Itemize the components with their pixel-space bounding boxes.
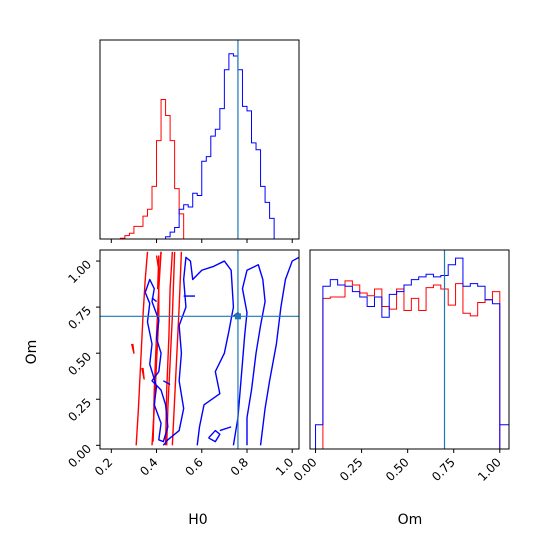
contour-1-4 [208, 429, 221, 443]
contour-1-5 [219, 426, 232, 432]
h0-histogram-series [119, 53, 279, 240]
joint-ytick-label-1: 0.25 [65, 395, 94, 424]
contour-0-2 [135, 251, 149, 446]
contour-0-8 [141, 367, 145, 380]
joint-ytick-label-2: 0.50 [65, 349, 94, 378]
h0-axis-label: H0 [188, 512, 207, 528]
contour-1-0 [144, 278, 169, 443]
h0-marginal-ticks [110, 239, 293, 243]
om-hist-step-1 [315, 257, 509, 449]
joint-x-ticks: 0.2 0.4 0.6 0.8 1.0 [92, 449, 296, 479]
contour-1-7 [151, 297, 157, 303]
om-xtick-label-3: 0.75 [429, 455, 458, 484]
joint-xtick-label-1: 0.4 [137, 455, 160, 478]
joint-ytick-label-3: 0.75 [65, 303, 94, 332]
om-x-axis-label: Om [398, 512, 423, 528]
om-marginal-frame [309, 249, 510, 450]
om-histogram-series [315, 257, 509, 450]
om-marginal-histogram: 0.00 0.25 0.50 0.75 1.00 Om [291, 249, 510, 528]
h0-marginal-frame [99, 39, 300, 240]
joint-contours [130, 251, 299, 446]
joint-truth-marker [234, 313, 241, 320]
om-xtick-label-1: 0.25 [337, 455, 366, 484]
contour-0-3 [171, 251, 183, 446]
joint-ytick-label-0: 0.00 [65, 442, 94, 471]
om-xtick-label-0: 0.00 [291, 455, 320, 484]
h0-om-contour-panel: 0.2 0.4 0.6 0.8 1.0 0.000.250.500.751.00 H0 … [24, 249, 300, 528]
contour-0-7 [130, 343, 135, 354]
contour-1-8 [162, 380, 171, 386]
om-x-ticks: 0.00 0.25 0.50 0.75 1.00 [291, 449, 504, 484]
h0-hist-step-0 [119, 98, 279, 240]
joint-truth-lines [100, 250, 299, 449]
contour-1-1 [162, 256, 235, 446]
h0-marginal-histogram [99, 39, 300, 243]
joint-xtick-label-3: 0.8 [228, 455, 251, 478]
h0-hist-step-1 [120, 53, 279, 240]
joint-xtick-label-0: 0.2 [92, 455, 115, 478]
joint-frame [99, 249, 300, 450]
joint-xtick-label-2: 0.6 [182, 455, 205, 478]
contour-0-6 [155, 255, 160, 290]
contour-1-2 [232, 264, 266, 446]
om-hist-step-0 [315, 280, 501, 450]
om-axis-label: Om [24, 340, 40, 365]
joint-y-ticks: 0.00 0.25 0.50 0.75 1.00 [65, 257, 100, 470]
om-xtick-label-2: 0.50 [383, 455, 412, 484]
contour-1-3 [259, 256, 299, 446]
joint-ytick-label-4: 1.00 [65, 257, 94, 286]
om-xtick-label-4: 1.00 [475, 455, 504, 484]
